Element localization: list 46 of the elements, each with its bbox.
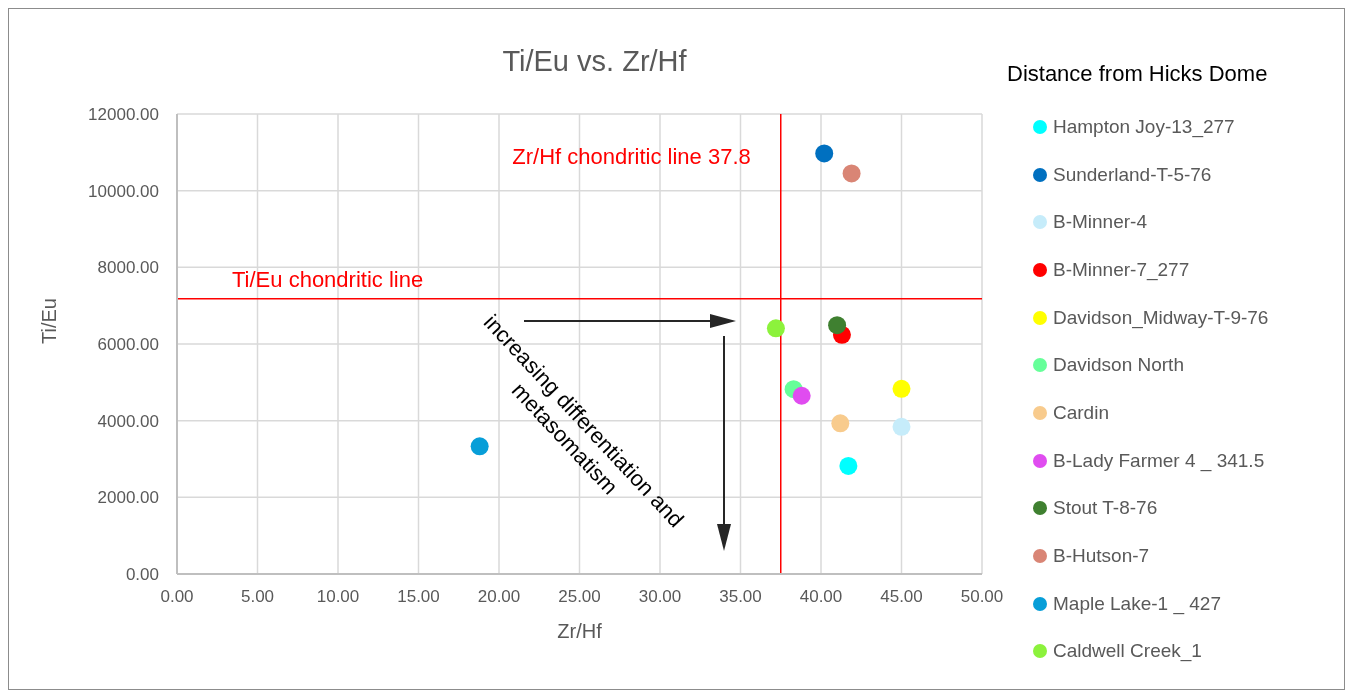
x-tick-label: 50.00	[960, 587, 1004, 607]
point	[831, 414, 850, 433]
point	[842, 164, 861, 183]
x-tick-label: 10.00	[316, 587, 360, 607]
legend-label: B-Minner-7_277	[1053, 258, 1190, 281]
point	[470, 437, 489, 456]
y-tick-label: 2000.00	[97, 488, 159, 508]
point	[892, 379, 911, 398]
legend-label: Davidson_Midway-T-9-76	[1053, 306, 1269, 329]
point	[839, 456, 858, 475]
x-tick-label: 0.00	[160, 587, 194, 607]
legend-label: Sunderland-T-5-76	[1053, 163, 1212, 186]
point	[892, 417, 911, 436]
legend-label: Maple Lake-1 _ 427	[1053, 592, 1221, 615]
y-tick-label: 8000.00	[97, 258, 159, 278]
legend-label: B-Hutson-7	[1053, 545, 1150, 568]
ref-line-label: Ti/Eu chondritic line	[232, 266, 424, 292]
point	[792, 386, 811, 405]
legend-label: Cardin	[1053, 401, 1109, 424]
y-tick-label: 0.00	[125, 565, 159, 585]
legend-label: Hampton Joy-13_277	[1053, 115, 1235, 138]
ref-line-label: Zr/Hf chondritic line 37.8	[512, 144, 751, 169]
x-tick-label: 35.00	[719, 587, 762, 607]
y-tick-label: 12000.00	[88, 105, 159, 125]
x-axis-title: Zr/Hf	[557, 620, 603, 642]
legend-label: B-Minner-4	[1053, 211, 1147, 234]
y-tick-label: 6000.00	[97, 335, 159, 355]
x-tick-label: 20.00	[477, 587, 521, 607]
legend-label: Caldwell Creek_1	[1053, 640, 1202, 663]
x-tick-label: 45.00	[880, 587, 923, 607]
x-tick-label: 25.00	[558, 587, 601, 607]
x-tick-label: 5.00	[240, 587, 275, 607]
legend-label: Stout T-8-76	[1053, 497, 1158, 520]
y-tick-label: 4000.00	[97, 411, 159, 431]
legend-label: B-Lady Farmer 4 _ 341.5	[1053, 449, 1265, 472]
x-tick-label: 15.00	[397, 587, 440, 607]
x-tick-label: 30.00	[638, 587, 682, 607]
point	[828, 316, 847, 335]
legend-label: Davidson North	[1053, 354, 1184, 377]
point	[815, 144, 834, 163]
y-axis-title: Ti/Eu	[38, 298, 61, 344]
y-tick-label: 10000.00	[88, 181, 159, 201]
chart-title: Ti/Eu vs. Zr/Hf	[501, 45, 688, 78]
point	[766, 319, 785, 338]
legend-title: Distance from Hicks Dome	[1007, 61, 1269, 87]
x-tick-label: 40.00	[799, 587, 843, 607]
